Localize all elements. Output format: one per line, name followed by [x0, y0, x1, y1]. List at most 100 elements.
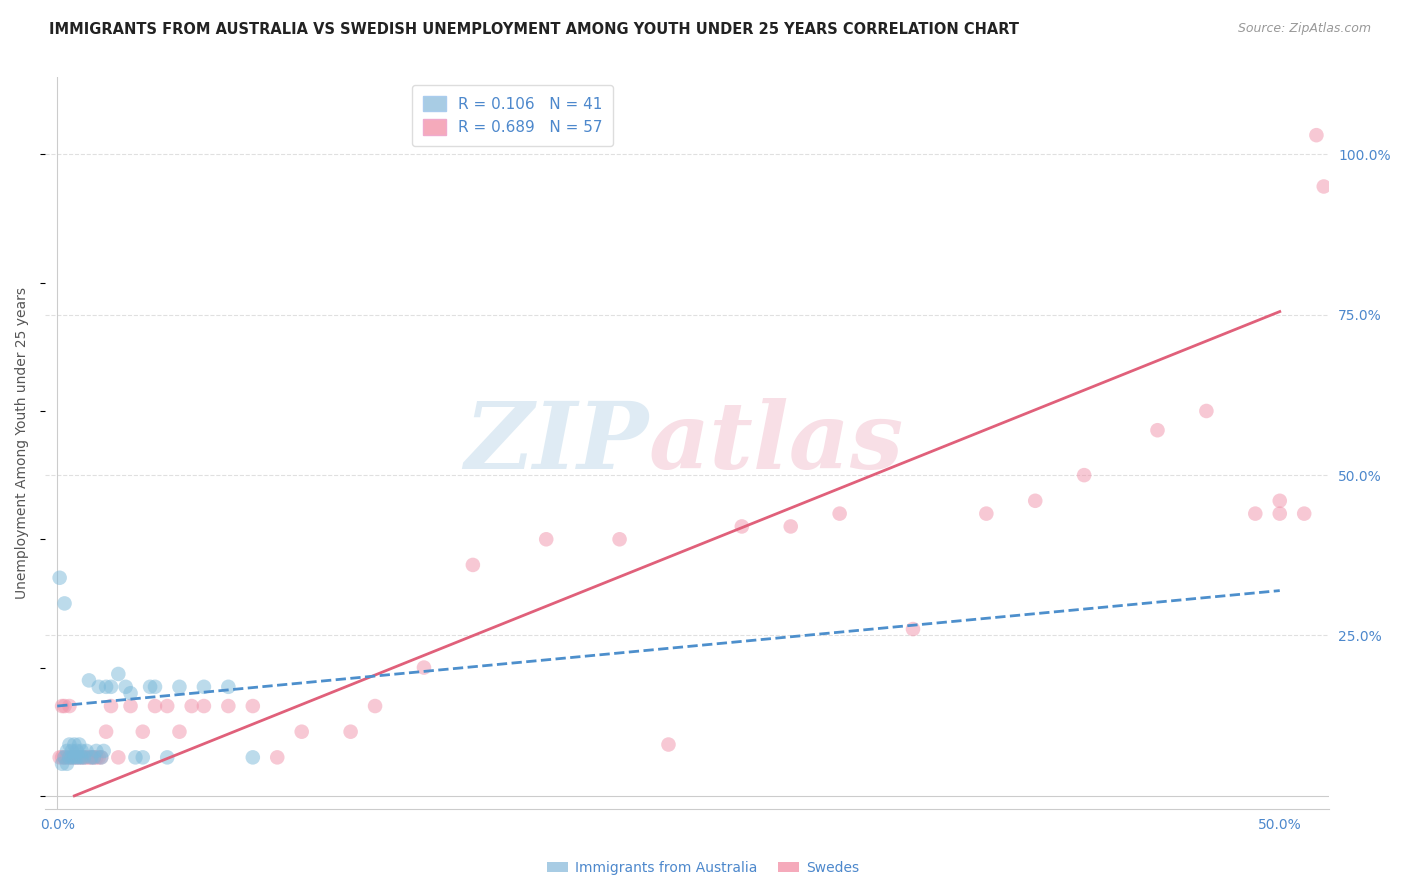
Point: [107, 667, 129, 681]
Point: [93, 744, 115, 758]
Point: [180, 699, 202, 714]
Point: [56, 756, 79, 771]
Point: [73, 750, 96, 764]
Point: [1073, 468, 1095, 483]
Point: [56, 744, 79, 758]
Point: [51, 699, 73, 714]
Point: [413, 660, 436, 674]
Point: [76, 744, 98, 758]
Point: [120, 686, 142, 700]
Point: [779, 519, 801, 533]
Point: [67, 750, 90, 764]
Point: [1305, 128, 1327, 143]
Point: [461, 558, 484, 572]
Point: [51, 756, 73, 771]
Point: [143, 699, 166, 714]
Point: [242, 699, 264, 714]
Point: [266, 750, 288, 764]
Point: [58, 750, 80, 764]
Point: [291, 724, 314, 739]
Point: [48, 750, 70, 764]
Point: [58, 699, 80, 714]
Point: [70, 744, 93, 758]
Point: [80, 750, 103, 764]
Text: atlas: atlas: [648, 398, 904, 488]
Point: [107, 750, 129, 764]
Point: [58, 738, 80, 752]
Point: [67, 750, 90, 764]
Point: [63, 738, 86, 752]
Point: [60, 750, 83, 764]
Point: [217, 699, 239, 714]
Text: IMMIGRANTS FROM AUSTRALIA VS SWEDISH UNEMPLOYMENT AMONG YOUTH UNDER 25 YEARS COR: IMMIGRANTS FROM AUSTRALIA VS SWEDISH UNE…: [49, 22, 1019, 37]
Point: [1268, 493, 1291, 508]
Point: [217, 680, 239, 694]
Point: [901, 622, 924, 636]
Point: [70, 750, 93, 764]
Point: [53, 750, 76, 764]
Point: [1195, 404, 1218, 418]
Point: [1024, 493, 1046, 508]
Point: [53, 596, 76, 610]
Point: [609, 533, 631, 547]
Point: [242, 750, 264, 764]
Point: [66, 750, 89, 764]
Point: [156, 750, 179, 764]
Point: [76, 750, 98, 764]
Point: [1244, 507, 1267, 521]
Point: [976, 507, 998, 521]
Point: [56, 750, 79, 764]
Point: [70, 750, 93, 764]
Point: [156, 699, 179, 714]
Point: [86, 750, 108, 764]
Point: [87, 680, 110, 694]
Point: [94, 724, 117, 739]
Point: [86, 744, 108, 758]
Point: [364, 699, 387, 714]
Point: [657, 738, 679, 752]
Text: Source: ZipAtlas.com: Source: ZipAtlas.com: [1237, 22, 1371, 36]
Point: [193, 680, 215, 694]
Point: [139, 680, 162, 694]
Point: [114, 680, 136, 694]
Point: [124, 750, 146, 764]
Point: [53, 750, 76, 764]
Point: [1313, 179, 1336, 194]
Point: [90, 750, 112, 764]
Point: [132, 750, 155, 764]
Point: [63, 750, 86, 764]
Point: [77, 673, 100, 688]
Point: [80, 750, 103, 764]
Point: [90, 750, 112, 764]
Legend: Immigrants from Australia, Swedes: Immigrants from Australia, Swedes: [541, 855, 865, 880]
Point: [339, 724, 361, 739]
Point: [1146, 423, 1168, 437]
Point: [100, 699, 122, 714]
Point: [51, 750, 73, 764]
Y-axis label: Unemployment Among Youth under 25 years: Unemployment Among Youth under 25 years: [15, 287, 30, 599]
Point: [193, 699, 215, 714]
Point: [67, 738, 90, 752]
Point: [132, 724, 155, 739]
Point: [66, 744, 89, 758]
Point: [60, 744, 83, 758]
Point: [100, 680, 122, 694]
Text: ZIP: ZIP: [464, 398, 648, 488]
Point: [1294, 507, 1316, 521]
Point: [169, 680, 191, 694]
Point: [731, 519, 754, 533]
Point: [53, 699, 76, 714]
Point: [83, 750, 105, 764]
Point: [534, 533, 557, 547]
Point: [58, 750, 80, 764]
Point: [1268, 507, 1291, 521]
Point: [87, 750, 110, 764]
Point: [94, 680, 117, 694]
Legend: R = 0.106   N = 41, R = 0.689   N = 57: R = 0.106 N = 41, R = 0.689 N = 57: [412, 85, 613, 146]
Point: [63, 750, 86, 764]
Point: [77, 750, 100, 764]
Point: [83, 750, 105, 764]
Point: [66, 750, 89, 764]
Point: [73, 750, 96, 764]
Point: [120, 699, 142, 714]
